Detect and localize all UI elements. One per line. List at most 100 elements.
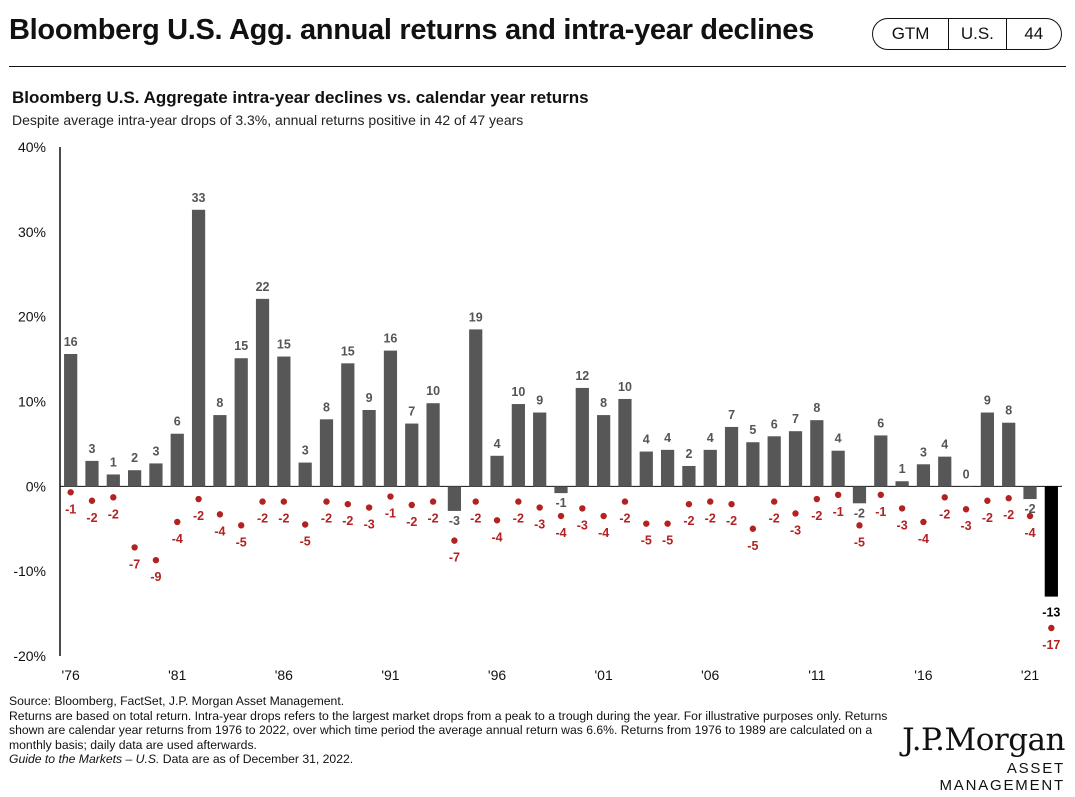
decline-label: -2 — [982, 511, 993, 525]
decline-point — [984, 497, 991, 504]
return-bar — [810, 420, 824, 487]
return-bar — [895, 481, 909, 487]
decline-point — [749, 525, 757, 532]
footnotes: Source: Bloomberg, FactSet, J.P. Morgan … — [9, 694, 889, 767]
decline-point — [1026, 512, 1034, 520]
return-bar — [618, 398, 632, 487]
return-bar — [319, 419, 334, 487]
decline-label: -5 — [236, 535, 247, 549]
return-label: 10 — [511, 385, 525, 399]
decline-point — [152, 556, 160, 564]
return-bar — [191, 209, 206, 487]
decline-label: -2 — [619, 512, 630, 526]
return-bar — [405, 423, 419, 487]
decline-label: -4 — [918, 532, 929, 546]
chart-subtitle: Despite average intra-year drops of 3.3%… — [12, 112, 524, 128]
decline-point — [600, 512, 607, 520]
y-tick-label: 40% — [18, 139, 46, 155]
return-bar — [639, 451, 653, 487]
decline-label: -2 — [769, 512, 780, 526]
return-label: 10 — [426, 384, 440, 398]
jpmorgan-logo: J.P.Morgan ASSET MANAGEMENT — [890, 722, 1065, 794]
decline-point — [429, 498, 437, 505]
return-label: -2 — [1024, 502, 1035, 516]
return-label: 2 — [131, 451, 138, 465]
page-title: Bloomberg U.S. Agg. annual returns and i… — [9, 14, 814, 46]
decline-label: -3 — [364, 518, 375, 532]
decline-point — [557, 512, 565, 520]
return-label: 2 — [685, 447, 692, 461]
decline-label: -2 — [470, 512, 481, 526]
return-label: -3 — [449, 514, 460, 528]
decline-point — [813, 495, 821, 503]
footnote-date: Guide to the Markets – U.S. Data are as … — [9, 752, 889, 767]
return-bar — [490, 455, 504, 487]
logo-name: J.P.Morgan — [902, 722, 1065, 758]
return-label: 4 — [494, 437, 501, 451]
return-label: 15 — [277, 338, 291, 352]
decline-point — [301, 521, 309, 528]
decline-label: -2 — [683, 514, 694, 528]
return-bar — [575, 387, 589, 487]
decline-label: -2 — [193, 509, 204, 523]
decline-point — [579, 505, 586, 512]
decline-point — [472, 498, 479, 505]
return-bar — [64, 353, 78, 487]
return-bar — [746, 442, 760, 487]
decline-point — [664, 520, 671, 527]
return-bar — [511, 404, 525, 487]
decline-point — [643, 520, 650, 527]
badge-region: U.S. — [948, 19, 1005, 49]
return-label: 15 — [341, 344, 355, 358]
decline-label: -2 — [939, 507, 950, 521]
return-label: 5 — [749, 423, 756, 437]
chart-title: Bloomberg U.S. Aggregate intra-year decl… — [12, 88, 589, 107]
decline-point — [174, 518, 181, 526]
header-divider — [9, 66, 1066, 67]
decline-label: -2 — [428, 512, 439, 526]
logo-subtitle: ASSET MANAGEMENT — [939, 760, 1065, 794]
return-bar — [682, 465, 696, 487]
x-tick-label: '11 — [808, 667, 825, 683]
decline-point — [131, 544, 138, 551]
return-label: 8 — [813, 401, 820, 415]
decline-label: -9 — [150, 570, 161, 584]
decline-point — [387, 493, 394, 500]
decline-label: -5 — [300, 535, 311, 549]
decline-point — [280, 498, 288, 505]
return-bar — [959, 486, 973, 487]
x-tick-label: '81 — [168, 667, 186, 683]
return-label: 9 — [536, 394, 543, 408]
return-bar — [255, 298, 270, 487]
return-label: 3 — [89, 442, 96, 456]
return-label: 8 — [323, 400, 330, 414]
decline-point — [877, 491, 884, 499]
decline-label: -3 — [961, 519, 972, 533]
return-label: 4 — [941, 438, 948, 452]
decline-label: -3 — [577, 518, 588, 532]
return-bar — [362, 409, 376, 487]
decline-point — [1005, 495, 1012, 502]
return-bar — [1044, 486, 1058, 597]
decline-point — [941, 494, 948, 501]
return-bar — [170, 433, 184, 487]
return-label: 3 — [152, 444, 159, 458]
y-tick-label: 0% — [26, 478, 46, 494]
return-bar — [85, 460, 99, 487]
return-label: 9 — [984, 394, 991, 408]
return-label: 10 — [618, 380, 632, 394]
return-label: -1 — [555, 496, 566, 510]
decline-point — [962, 506, 970, 513]
return-bar — [447, 486, 462, 511]
return-bar — [341, 363, 355, 487]
decline-label: -2 — [513, 512, 524, 526]
decline-point — [323, 498, 330, 505]
decline-label: -2 — [321, 512, 332, 526]
decline-point — [515, 498, 522, 505]
return-bar — [277, 356, 291, 487]
return-label: 4 — [664, 431, 671, 445]
return-bar — [724, 426, 739, 487]
return-bar — [554, 486, 568, 494]
return-label: 6 — [174, 415, 181, 429]
y-tick-label: -20% — [13, 648, 46, 664]
